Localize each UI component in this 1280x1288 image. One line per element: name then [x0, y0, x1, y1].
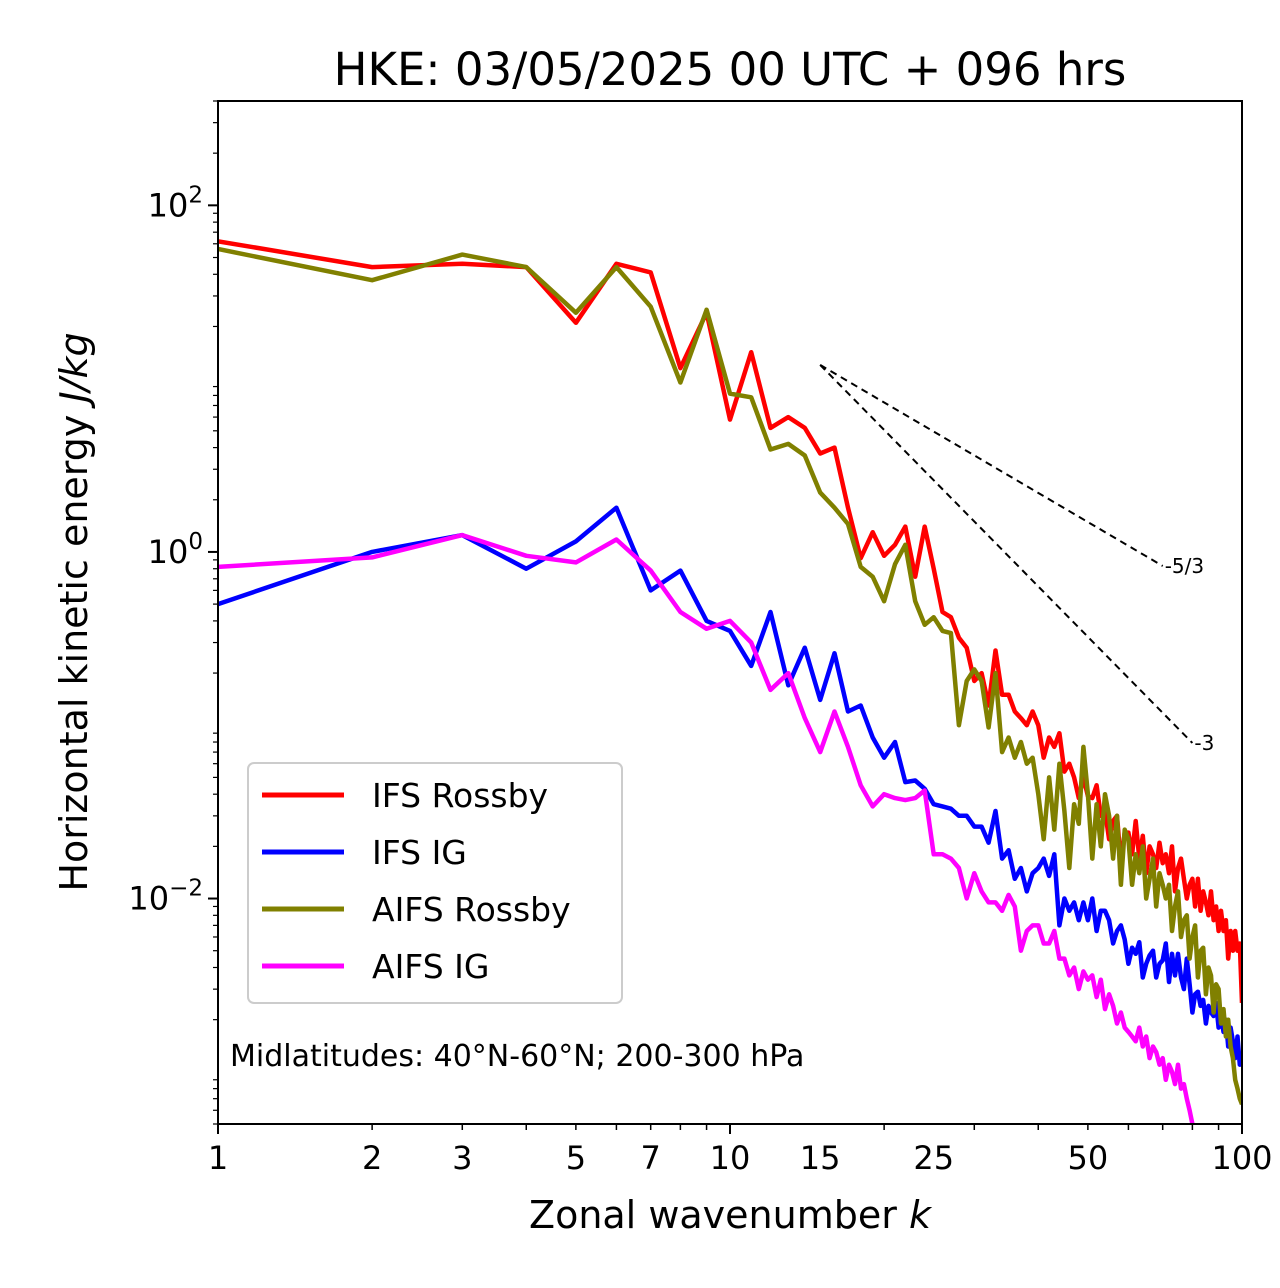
chart-title: HKE: 03/05/2025 00 UTC + 096 hrs — [334, 43, 1127, 96]
legend-label-aifs-ig: AIFS IG — [372, 947, 489, 986]
series-line-ifs-ig — [218, 505, 1242, 1067]
x-axis-label-symbol: k — [909, 1193, 933, 1237]
y-tick-label: 100 — [148, 529, 203, 571]
y-axis-label: Horizontal kinetic energy J/kg — [52, 332, 96, 891]
legend-entry-ifs-rossby: IFS Rossby — [262, 776, 548, 815]
x-tick-label: 50 — [1068, 1139, 1109, 1177]
y-axis-label-text: Horizontal kinetic energy — [52, 415, 96, 892]
y-axis-label-unit: J/kg — [52, 332, 96, 409]
x-tick-label: 15 — [800, 1139, 841, 1177]
reference-line-label: -5/3 — [1165, 554, 1204, 578]
legend-entry-aifs-ig: AIFS IG — [262, 947, 489, 986]
x-tick-labels: 1 2 3 5 7 10 15 25 50 100 — [208, 1139, 1273, 1177]
plot-area-frame — [217, 100, 1243, 1125]
y-tick-labels: 102 100 10−2 — [128, 182, 203, 917]
region-annotation: Midlatitudes: 40°N-60°N; 200-300 hPa — [230, 1039, 804, 1074]
x-tick-label: 25 — [913, 1139, 954, 1177]
x-axis-label: Zonal wavenumber k — [529, 1193, 933, 1237]
x-tick-label: 3 — [452, 1139, 472, 1177]
legend-entry-ifs-ig: IFS IG — [262, 833, 467, 872]
y-tick-label: 102 — [148, 182, 203, 224]
legend: IFS Rossby IFS IG AIFS Rossby AIFS IG — [247, 762, 623, 1004]
legend-box — [247, 762, 623, 1004]
series-line-aifs-ig — [218, 532, 1195, 1124]
x-axis-label-text: Zonal wavenumber — [529, 1193, 897, 1237]
legend-entry-aifs-rossby: AIFS Rossby — [262, 890, 571, 929]
reference-line-label: -3 — [1194, 731, 1214, 755]
x-tick-label: 10 — [710, 1139, 751, 1177]
series-layer — [218, 239, 1242, 1124]
legend-label-aifs-rossby: AIFS Rossby — [372, 890, 571, 929]
x-tick-label: 100 — [1211, 1139, 1272, 1177]
x-tick-label: 5 — [566, 1139, 586, 1177]
reference-line-slope — [819, 364, 1194, 744]
legend-label-ifs-ig: IFS IG — [372, 833, 467, 872]
x-tick-label: 7 — [641, 1139, 661, 1177]
reference-line-slope — [819, 364, 1164, 567]
legend-label-ifs-rossby: IFS Rossby — [372, 776, 548, 815]
series-line-aifs-rossby — [218, 246, 1242, 1106]
reference-slope-layer: -5/3 -3 — [819, 364, 1214, 755]
x-tick-label: 1 — [208, 1139, 228, 1177]
x-tick-label: 2 — [362, 1139, 382, 1177]
y-tick-label: 10−2 — [128, 876, 203, 918]
